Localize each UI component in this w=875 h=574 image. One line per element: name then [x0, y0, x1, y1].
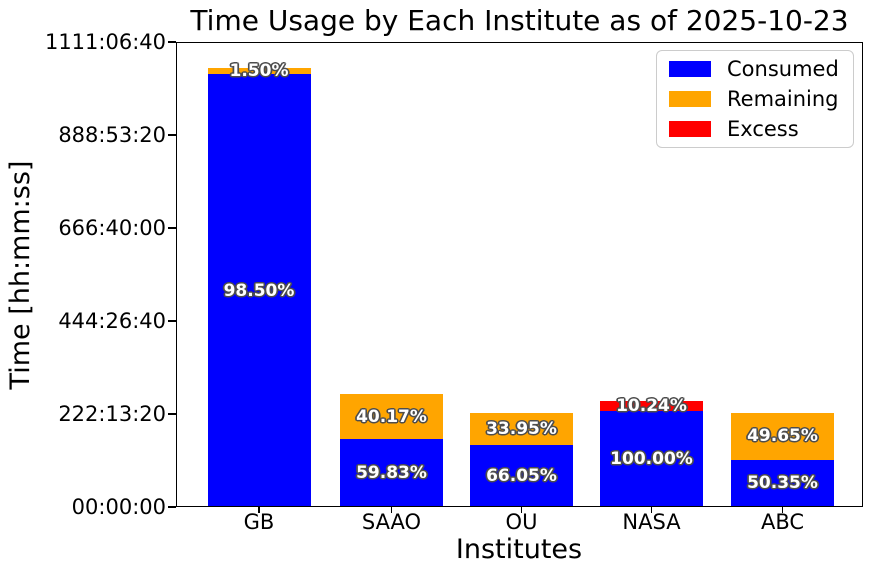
- legend-item-consumed: Consumed: [657, 55, 853, 83]
- bar-segment-consumed-gb: [207, 74, 311, 507]
- legend-swatch-remaining: [669, 91, 711, 107]
- bar-segment-excess-nasa: [600, 400, 703, 411]
- y-tick-label: 1111:06:40: [44, 30, 166, 54]
- legend-swatch-excess: [669, 121, 711, 137]
- y-tick-mark: [168, 413, 176, 415]
- bar-segment-remaining-abc: [731, 412, 834, 460]
- y-tick-label: 222:13:20: [58, 402, 166, 426]
- x-tick-mark: [390, 507, 393, 513]
- bar-percent-label-consumed-nasa: 100.00%: [610, 448, 693, 469]
- bar-percent-label-consumed-gb: 98.50%: [223, 280, 295, 301]
- x-tick-label: ABC: [760, 510, 805, 534]
- x-tick-label: SAAO: [361, 510, 422, 534]
- x-tick-mark: [520, 507, 523, 513]
- y-tick-mark: [168, 227, 176, 229]
- chart-title: Time Usage by Each Institute as of 2025-…: [190, 4, 849, 37]
- x-tick-mark: [650, 507, 653, 513]
- bar-segment-consumed-saao: [340, 439, 443, 507]
- bar-percent-label-remaining-saao: 40.17%: [356, 406, 427, 427]
- bar-segment-remaining-ou: [470, 412, 573, 445]
- y-tick-mark: [168, 134, 176, 136]
- bar-percent-label-consumed-abc: 50.35%: [747, 473, 818, 494]
- legend-label-remaining: Remaining: [727, 87, 839, 111]
- legend-item-remaining: Remaining: [657, 85, 853, 113]
- bar-percent-label-consumed-saao: 59.83%: [356, 463, 427, 484]
- x-tick-label: NASA: [622, 510, 681, 534]
- bar-segment-consumed-nasa: [600, 410, 703, 507]
- bar-segment-consumed-ou: [470, 444, 573, 507]
- x-tick-label: OU: [505, 510, 538, 534]
- bar-percent-label-remaining-gb: 1.50%: [229, 60, 289, 81]
- y-tick-label: 888:53:20: [58, 123, 166, 147]
- bar-segment-consumed-abc: [731, 459, 834, 507]
- y-tick-label: 666:40:00: [58, 216, 166, 240]
- bar-percent-label-remaining-ou: 33.95%: [486, 418, 557, 439]
- legend-swatch-consumed: [669, 61, 711, 77]
- y-tick-mark: [168, 320, 176, 322]
- y-tick-label: 00:00:00: [71, 495, 166, 519]
- y-tick-mark: [168, 41, 176, 43]
- x-tick-label: GB: [243, 510, 275, 534]
- legend-item-excess: Excess: [657, 115, 853, 143]
- bar-percent-label-consumed-ou: 66.05%: [486, 465, 557, 486]
- legend: Consumed Remaining Excess: [656, 50, 854, 148]
- y-axis-label: Time [hh:mm:ss]: [5, 160, 36, 390]
- bar-percent-label-remaining-abc: 49.65%: [747, 426, 818, 447]
- x-tick-mark: [781, 507, 784, 513]
- y-tick-mark: [168, 506, 176, 508]
- legend-label-consumed: Consumed: [727, 57, 839, 81]
- y-tick-label: 444:26:40: [58, 309, 166, 333]
- bar-segment-remaining-gb: [207, 67, 311, 75]
- legend-label-excess: Excess: [727, 117, 799, 141]
- bar-segment-remaining-saao: [340, 394, 443, 440]
- x-tick-mark: [258, 507, 260, 513]
- bar-percent-label-excess-nasa: 10.24%: [616, 395, 687, 416]
- x-axis-label: Institutes: [455, 534, 583, 565]
